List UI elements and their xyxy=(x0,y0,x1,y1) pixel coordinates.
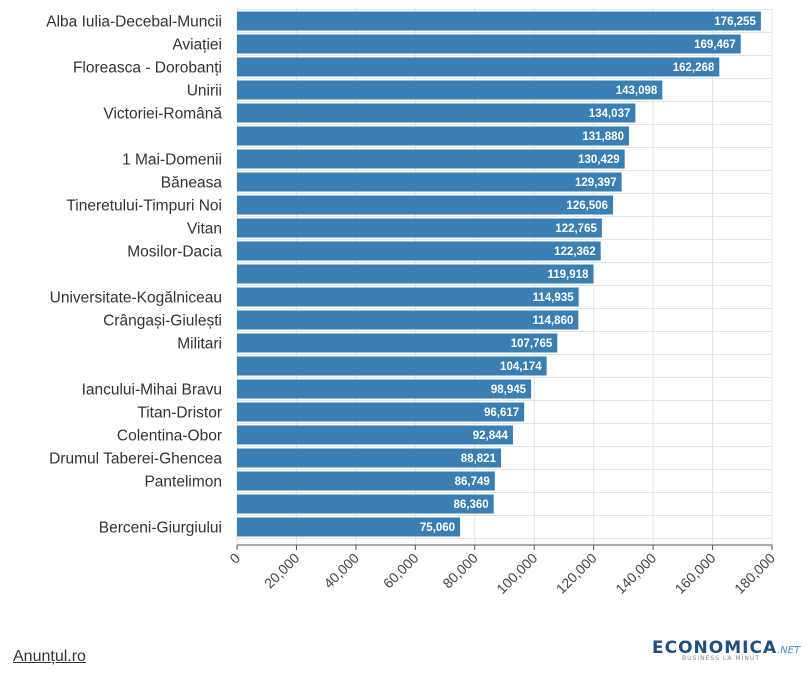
category-label: Drumul Taberei-Ghencea xyxy=(49,451,222,468)
bar xyxy=(237,264,594,284)
value-label: 92,844 xyxy=(473,430,509,442)
bar xyxy=(237,310,579,330)
value-label: 119,918 xyxy=(547,269,589,281)
x-tick-label: 0 xyxy=(226,550,243,567)
value-label: 107,765 xyxy=(511,338,553,350)
logo-tagline: BUSINESS LA MINUT xyxy=(682,655,760,662)
category-label: Crângași-Giulești xyxy=(103,313,222,330)
bar xyxy=(237,333,558,353)
value-label: 176,255 xyxy=(714,16,756,28)
category-label: Tineretului-Timpuri Noi xyxy=(66,198,222,215)
x-tick-label: 180,000 xyxy=(731,550,778,597)
category-label: Băneasa xyxy=(161,175,223,192)
bar xyxy=(237,287,579,307)
x-tick-label: 120,000 xyxy=(553,550,600,597)
value-label: 130,429 xyxy=(578,154,620,166)
bar-chart: Alba Iulia-Decebal-Muncii 176,255 Aviației… xyxy=(46,8,778,597)
bar xyxy=(237,379,532,399)
category-label: Alba Iulia-Decebal-Muncii xyxy=(46,14,222,31)
category-label: Colentina-Obor xyxy=(117,428,222,445)
bar xyxy=(237,80,663,100)
value-label: 114,935 xyxy=(533,292,575,304)
x-tick-label: 160,000 xyxy=(672,550,719,597)
value-label: 114,860 xyxy=(532,315,573,327)
value-label: 104,174 xyxy=(500,361,542,373)
category-label: Vitan xyxy=(187,221,222,238)
category-label: Aviației xyxy=(172,37,222,54)
category-label: Unirii xyxy=(187,83,222,100)
category-label: Victoriei-Română xyxy=(103,106,222,123)
value-label: 162,268 xyxy=(673,62,715,74)
x-tick-label: 140,000 xyxy=(612,550,659,597)
value-label: 134,037 xyxy=(589,108,631,120)
bar xyxy=(237,517,461,537)
bar xyxy=(237,34,741,54)
x-tick-label: 40,000 xyxy=(320,550,362,592)
source-link[interactable]: Anunțul.ro xyxy=(13,648,86,665)
x-tick-label: 20,000 xyxy=(261,550,303,592)
bars: Alba Iulia-Decebal-Muncii 176,255 Aviației… xyxy=(46,11,761,537)
bar xyxy=(237,218,602,238)
economica-logo: ECONOMICA.NET BUSINESS LA MINUT xyxy=(652,638,801,668)
category-label: Iancului-Mihai Bravu xyxy=(82,382,222,399)
bar xyxy=(237,172,622,192)
bar xyxy=(237,402,525,422)
bar xyxy=(237,448,501,468)
x-tick-label: 60,000 xyxy=(380,550,422,592)
x-axis: 0 20,000 40,000 60,000 80,000 100,000 120,000 1… xyxy=(226,544,778,597)
bar xyxy=(237,356,547,376)
value-label: 143,098 xyxy=(616,85,658,97)
bar xyxy=(237,241,601,261)
bar xyxy=(237,126,629,146)
value-label: 169,467 xyxy=(694,39,736,51)
value-label: 98,945 xyxy=(491,384,527,396)
value-label: 75,060 xyxy=(420,522,455,534)
bar xyxy=(237,149,625,169)
category-label: Mosilor-Dacia xyxy=(127,244,222,261)
bar xyxy=(237,494,494,514)
category-label: Titan-Dristor xyxy=(137,405,222,422)
logo-wordmark: ECONOMICA.NET xyxy=(652,638,801,658)
value-label: 122,765 xyxy=(555,223,597,235)
bar xyxy=(237,103,636,123)
value-label: 96,617 xyxy=(484,407,519,419)
bar xyxy=(237,195,614,215)
category-label: Militari xyxy=(177,336,222,353)
value-label: 129,397 xyxy=(575,177,617,189)
value-label: 122,362 xyxy=(554,246,596,258)
value-label: 86,360 xyxy=(453,499,488,511)
x-tick-label: 100,000 xyxy=(493,550,540,597)
bar xyxy=(237,471,495,491)
bar xyxy=(237,11,761,31)
value-label: 131,880 xyxy=(582,131,624,143)
x-tick-label: 80,000 xyxy=(439,550,481,592)
value-label: 88,821 xyxy=(461,453,497,465)
bar xyxy=(237,57,720,77)
category-label: Floreasca - Dorobanți xyxy=(73,60,222,77)
category-label: Universitate-Kogălniceau xyxy=(50,290,222,307)
value-label: 86,749 xyxy=(455,476,490,488)
category-label: Pantelimon xyxy=(144,474,222,491)
category-label: Berceni-Giurgiului xyxy=(99,520,222,537)
value-label: 126,506 xyxy=(566,200,608,212)
category-label: 1 Mai-Domenii xyxy=(122,152,222,169)
bar xyxy=(237,425,513,445)
